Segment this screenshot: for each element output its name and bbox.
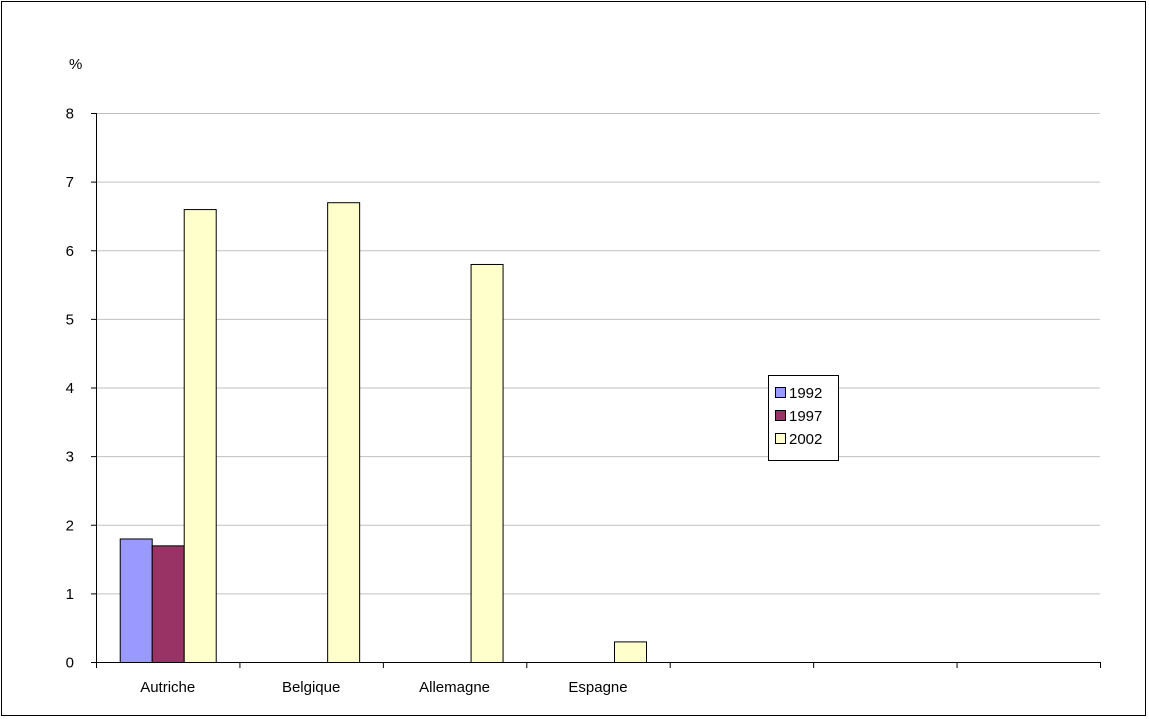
bar [327,202,361,663]
tick-labels: 0 1 2 3 4 5 6 7 8 Autriche Belgique Allemagne Espagn… [66,106,628,697]
x-tick-label: Espagne [568,679,627,696]
y-tick-label: 5 [66,311,74,328]
legend: 1992 1997 2002 [768,375,839,461]
legend-swatch [775,387,786,398]
bar [470,263,504,663]
bar [183,209,217,663]
y-tick-label: 2 [66,517,74,534]
legend-label: 2002 [789,431,822,448]
x-tick-label: Allemagne [419,679,490,696]
x-tick-label: Belgique [282,679,340,696]
legend-swatch [775,433,786,444]
y-tick-label: 8 [66,106,74,123]
y-tick-label: 0 [66,655,74,672]
y-tick-label: 6 [66,243,74,260]
y-tick-label: 3 [66,449,74,466]
y-tick-label: 7 [66,174,74,191]
bar [151,545,185,664]
y-tick-label: 1 [66,586,74,603]
axes [91,113,1101,668]
y-tick-label: 4 [66,380,74,397]
bars [119,202,647,664]
bar [119,538,153,663]
bar [614,641,647,663]
legend-label: 1997 [789,408,822,425]
legend-swatch [775,410,786,421]
y-axis-label: % [69,56,82,73]
legend-label: 1992 [789,385,822,402]
x-tick-label: Autriche [140,679,195,696]
gridlines [96,113,1100,595]
